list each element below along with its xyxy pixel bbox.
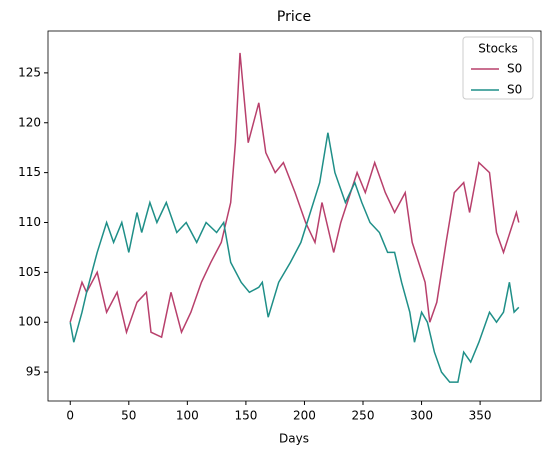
x-tick-label: 50: [121, 409, 136, 423]
plot-frame: [47, 30, 542, 402]
y-tick-label: 105: [18, 265, 41, 279]
x-tick-label: 150: [234, 409, 257, 423]
y-tick-label: 120: [18, 115, 41, 129]
y-tick-label: 100: [18, 315, 41, 329]
x-tick-label: 250: [352, 409, 375, 423]
x-tick-label: 0: [66, 409, 74, 423]
chart-title: Price: [277, 9, 311, 25]
y-tick-label: 125: [18, 65, 41, 79]
y-tick-label: 110: [18, 215, 41, 229]
y-tick-label: 115: [18, 165, 41, 179]
x-tick-label: 200: [293, 409, 316, 423]
x-tick-label: 300: [410, 409, 433, 423]
x-tick-label: 100: [176, 409, 199, 423]
legend: Stocks S0 S0: [462, 36, 534, 100]
y-tick-label: 95: [26, 365, 41, 379]
legend-title: Stocks: [478, 42, 517, 56]
series-line: [69, 132, 520, 383]
legend-label: S0: [507, 83, 522, 97]
x-axis-label: Days: [279, 432, 309, 446]
legend-label: S0: [507, 62, 522, 76]
series-line: [69, 52, 520, 339]
legend-box: [462, 36, 534, 100]
x-tick-label: 350: [469, 409, 492, 423]
